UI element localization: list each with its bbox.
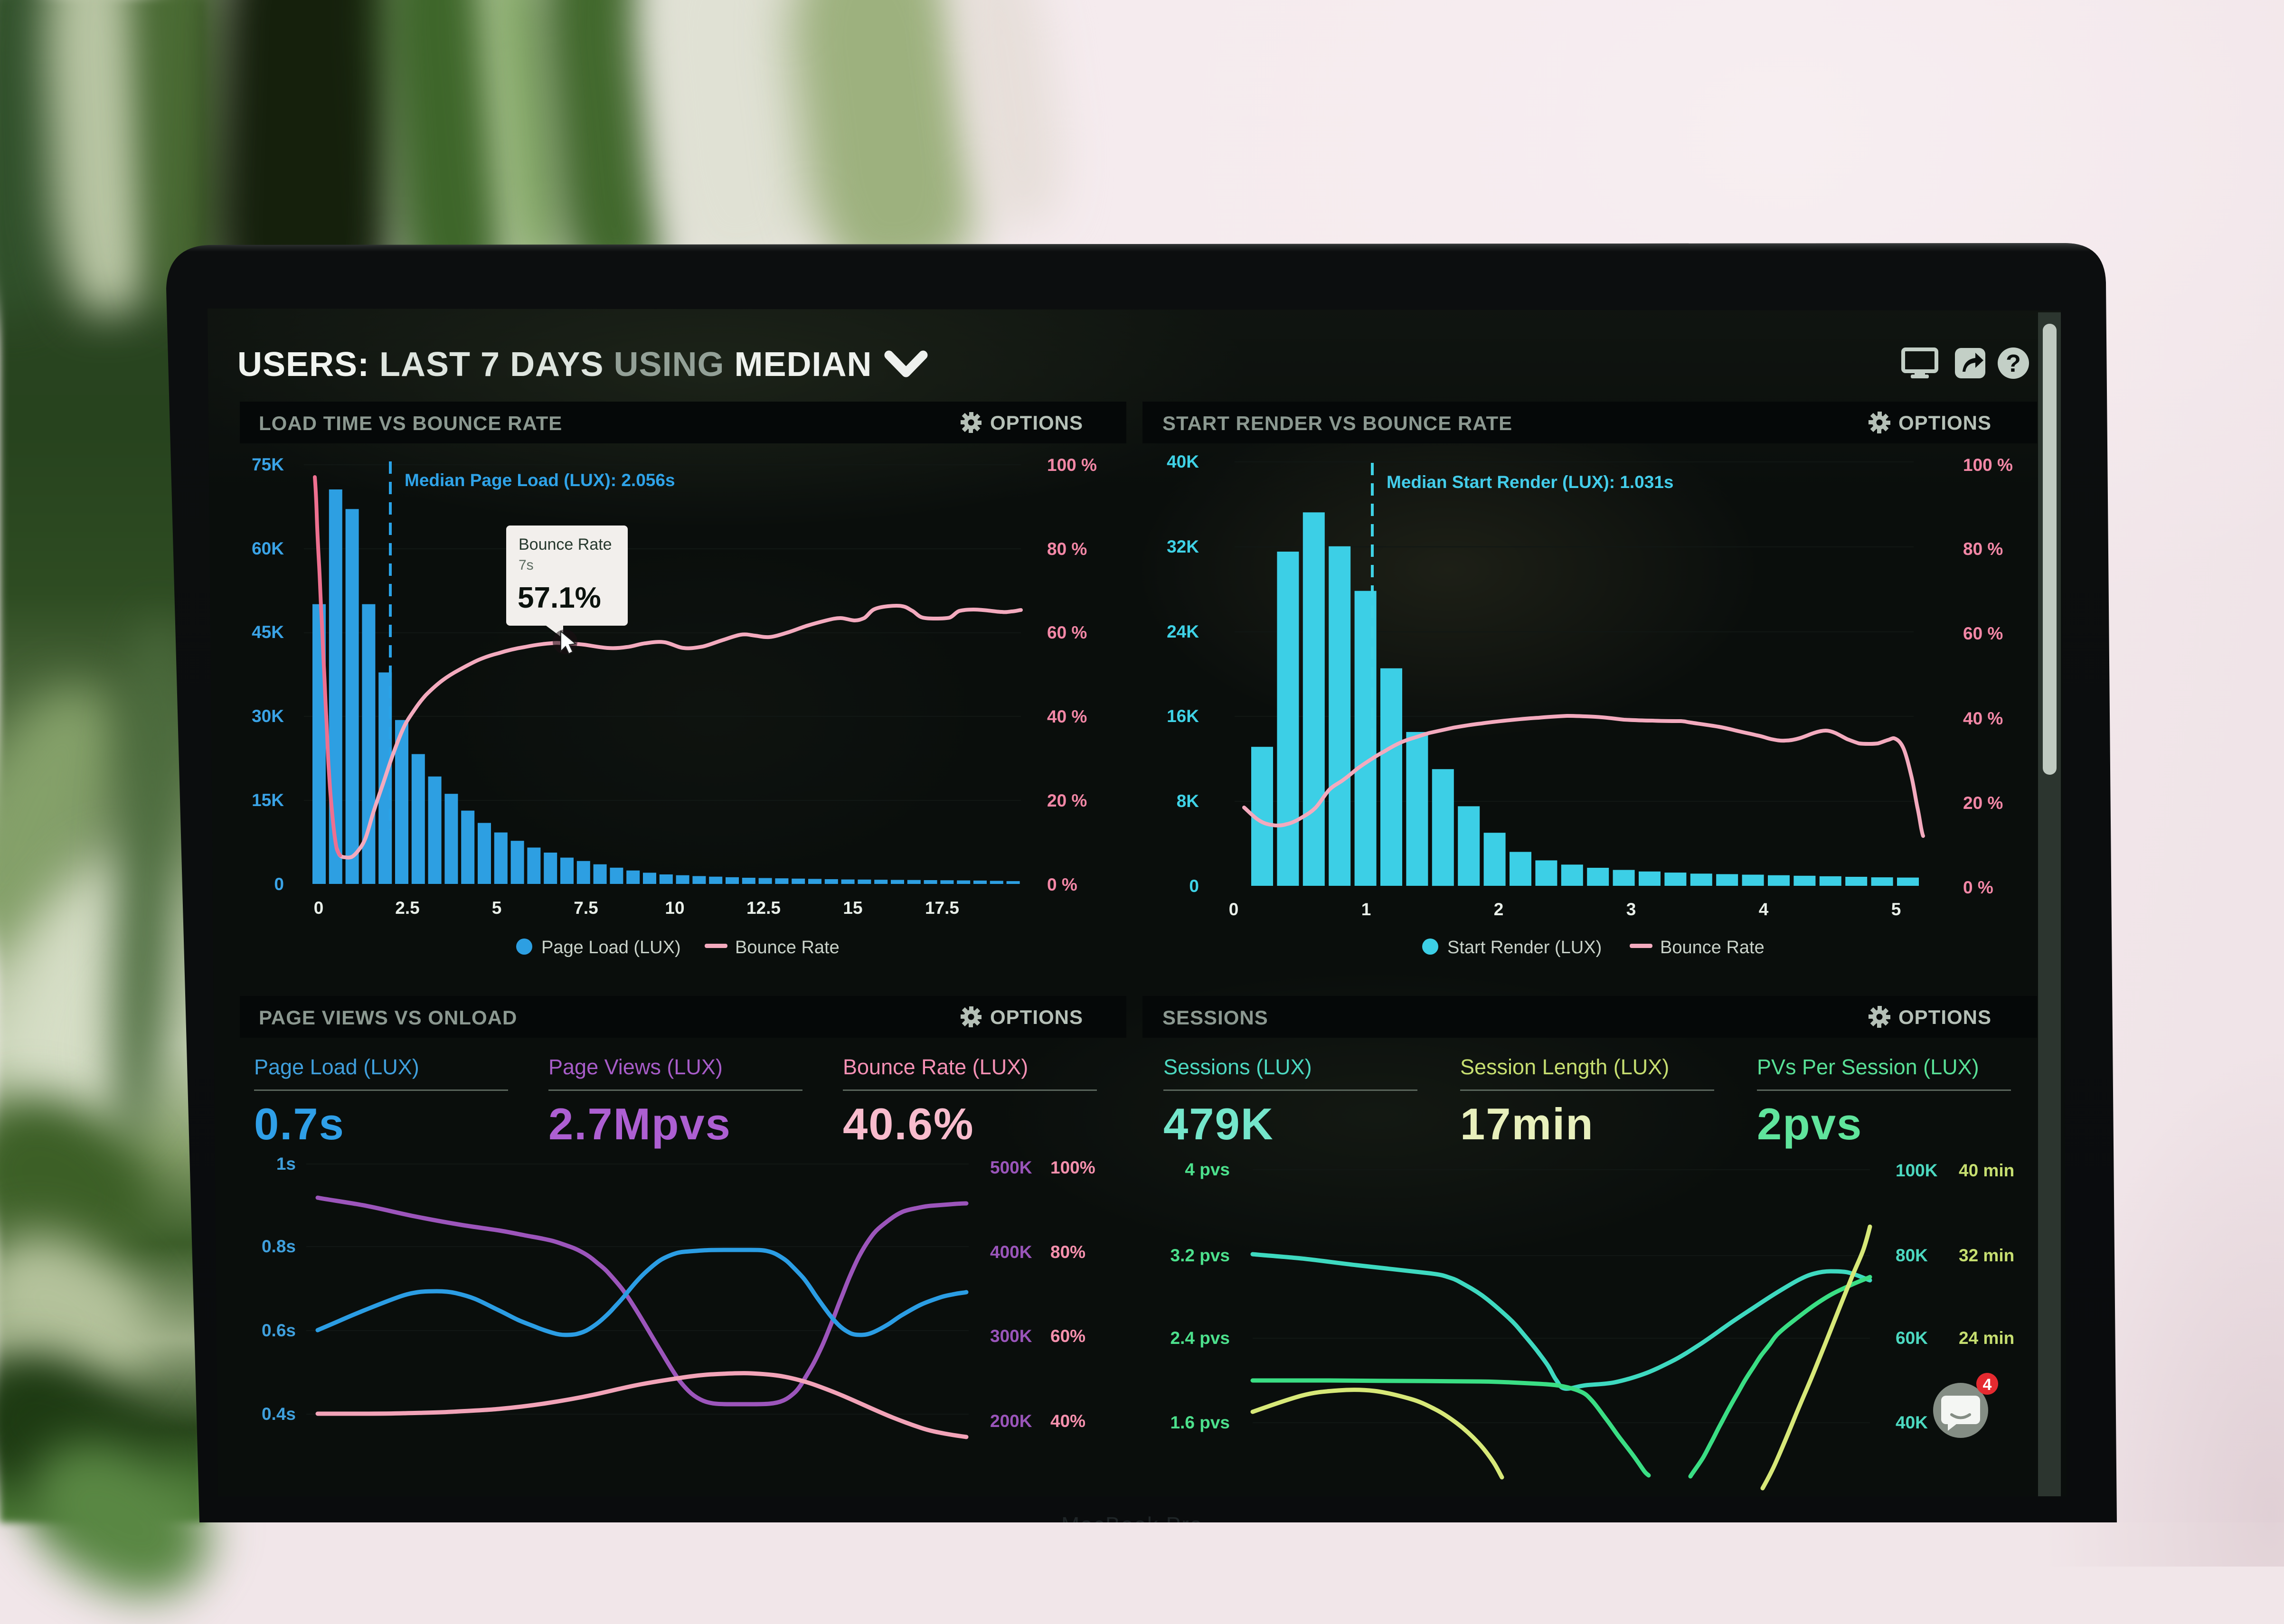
svg-text:1s: 1s (276, 1154, 296, 1173)
svg-text:?: ? (2006, 350, 2021, 377)
svg-text:0 %: 0 % (1047, 875, 1077, 894)
svg-text:60K: 60K (1896, 1328, 1928, 1348)
svg-text:0.7s: 0.7s (254, 1099, 345, 1149)
svg-text:Page Load (LUX): Page Load (LUX) (254, 1055, 419, 1079)
svg-text:1.6 pvs: 1.6 pvs (1170, 1413, 1230, 1432)
svg-text:300K: 300K (990, 1326, 1032, 1346)
svg-text:Median Start Render (LUX): 1.0: Median Start Render (LUX): 1.031s (1387, 472, 1673, 492)
svg-text:40 min: 40 min (1959, 1161, 2014, 1180)
svg-text:Start Render (LUX): Start Render (LUX) (1447, 938, 1602, 958)
svg-text:0.4s: 0.4s (262, 1404, 296, 1424)
svg-text:Median Page Load (LUX): 2.056s: Median Page Load (LUX): 2.056s (405, 470, 675, 490)
svg-text:LOAD TIME VS BOUNCE RATE: LOAD TIME VS BOUNCE RATE (259, 412, 562, 434)
svg-text:40K: 40K (1167, 452, 1199, 471)
svg-text:2.7Mpvs: 2.7Mpvs (548, 1099, 731, 1149)
svg-text:479K: 479K (1163, 1099, 1274, 1149)
svg-text:57.1%: 57.1% (518, 582, 601, 614)
svg-text:75K: 75K (252, 455, 284, 474)
svg-text:MacBook Pro: MacBook Pro (1061, 1512, 1203, 1522)
svg-text:7s: 7s (519, 557, 534, 573)
svg-text:80 %: 80 % (1047, 539, 1087, 559)
svg-text:Page Load (LUX): Page Load (LUX) (541, 938, 681, 958)
svg-text:16K: 16K (1167, 706, 1199, 726)
svg-text:17.5: 17.5 (925, 898, 959, 918)
svg-text:40%: 40% (1050, 1411, 1085, 1431)
svg-text:80 %: 80 % (1963, 539, 2003, 559)
svg-text:Bounce Rate: Bounce Rate (1660, 938, 1765, 958)
svg-text:80%: 80% (1050, 1242, 1085, 1262)
svg-text:4: 4 (1983, 1376, 1992, 1394)
svg-text:OPTIONS: OPTIONS (1898, 412, 1991, 434)
svg-text:24 min: 24 min (1959, 1328, 2014, 1348)
svg-text:100K: 100K (1896, 1161, 1938, 1180)
svg-text:5: 5 (492, 898, 502, 918)
svg-text:7.5: 7.5 (574, 898, 598, 918)
svg-text:15: 15 (843, 898, 862, 918)
svg-text:1: 1 (1361, 900, 1371, 919)
svg-text:Bounce Rate: Bounce Rate (519, 535, 612, 554)
svg-text:15K: 15K (252, 790, 284, 810)
svg-text:0: 0 (314, 898, 324, 918)
svg-text:0: 0 (274, 874, 284, 894)
svg-text:4 pvs: 4 pvs (1185, 1160, 1230, 1179)
svg-text:Session Length (LUX): Session Length (LUX) (1460, 1055, 1669, 1079)
svg-text:40 %: 40 % (1963, 709, 2003, 728)
svg-text:SESSIONS: SESSIONS (1162, 1006, 1268, 1029)
svg-text:0.8s: 0.8s (262, 1237, 296, 1256)
svg-text:OPTIONS: OPTIONS (990, 412, 1083, 434)
svg-text:5: 5 (1891, 900, 1901, 919)
svg-text:20 %: 20 % (1963, 793, 2003, 813)
svg-text:12.5: 12.5 (746, 898, 781, 918)
svg-text:USERS: LAST 7 DAYS USING MEDIA: USERS: LAST 7 DAYS USING MEDIAN (237, 346, 872, 384)
svg-text:200K: 200K (990, 1411, 1032, 1431)
svg-text:START RENDER VS BOUNCE RATE: START RENDER VS BOUNCE RATE (1162, 412, 1512, 434)
svg-text:500K: 500K (990, 1158, 1032, 1177)
svg-text:400K: 400K (990, 1242, 1032, 1262)
svg-text:32 min: 32 min (1959, 1246, 2014, 1265)
svg-text:100%: 100% (1050, 1158, 1095, 1177)
svg-text:20 %: 20 % (1047, 791, 1087, 810)
svg-text:0: 0 (1189, 876, 1199, 896)
svg-text:45K: 45K (252, 622, 284, 642)
svg-text:2pvs: 2pvs (1757, 1099, 1862, 1149)
svg-text:40.6%: 40.6% (843, 1099, 974, 1149)
svg-text:8K: 8K (1177, 791, 1199, 811)
svg-text:Page Views (LUX): Page Views (LUX) (548, 1055, 723, 1079)
svg-text:3: 3 (1626, 900, 1636, 919)
svg-text:60%: 60% (1050, 1326, 1085, 1346)
svg-text:10: 10 (665, 898, 684, 918)
svg-text:60 %: 60 % (1047, 623, 1087, 642)
svg-text:PVs Per Session (LUX): PVs Per Session (LUX) (1757, 1055, 1979, 1079)
svg-text:Bounce Rate: Bounce Rate (735, 938, 840, 958)
svg-text:2: 2 (1494, 900, 1504, 919)
svg-text:60K: 60K (252, 539, 284, 558)
svg-text:24K: 24K (1167, 622, 1199, 641)
svg-text:40 %: 40 % (1047, 707, 1087, 726)
svg-text:4: 4 (1759, 900, 1769, 919)
svg-text:OPTIONS: OPTIONS (990, 1006, 1083, 1028)
svg-text:100 %: 100 % (1047, 455, 1097, 475)
svg-text:Sessions (LUX): Sessions (LUX) (1163, 1055, 1312, 1079)
svg-text:0: 0 (1229, 900, 1239, 919)
svg-text:Bounce Rate (LUX): Bounce Rate (LUX) (843, 1055, 1028, 1079)
svg-text:PAGE VIEWS VS ONLOAD: PAGE VIEWS VS ONLOAD (259, 1006, 517, 1029)
svg-text:30K: 30K (252, 706, 284, 726)
svg-text:3.2 pvs: 3.2 pvs (1170, 1246, 1230, 1265)
svg-text:80K: 80K (1896, 1246, 1928, 1265)
svg-text:2.4 pvs: 2.4 pvs (1170, 1328, 1230, 1348)
svg-text:60 %: 60 % (1963, 624, 2003, 643)
svg-text:32K: 32K (1167, 537, 1199, 556)
svg-text:OPTIONS: OPTIONS (1898, 1006, 1991, 1028)
svg-text:40K: 40K (1896, 1413, 1928, 1432)
svg-text:2.5: 2.5 (395, 898, 419, 918)
svg-text:0 %: 0 % (1963, 878, 1993, 897)
svg-text:0.6s: 0.6s (262, 1321, 296, 1340)
svg-text:17min: 17min (1460, 1099, 1594, 1149)
svg-text:100 %: 100 % (1963, 455, 2013, 475)
